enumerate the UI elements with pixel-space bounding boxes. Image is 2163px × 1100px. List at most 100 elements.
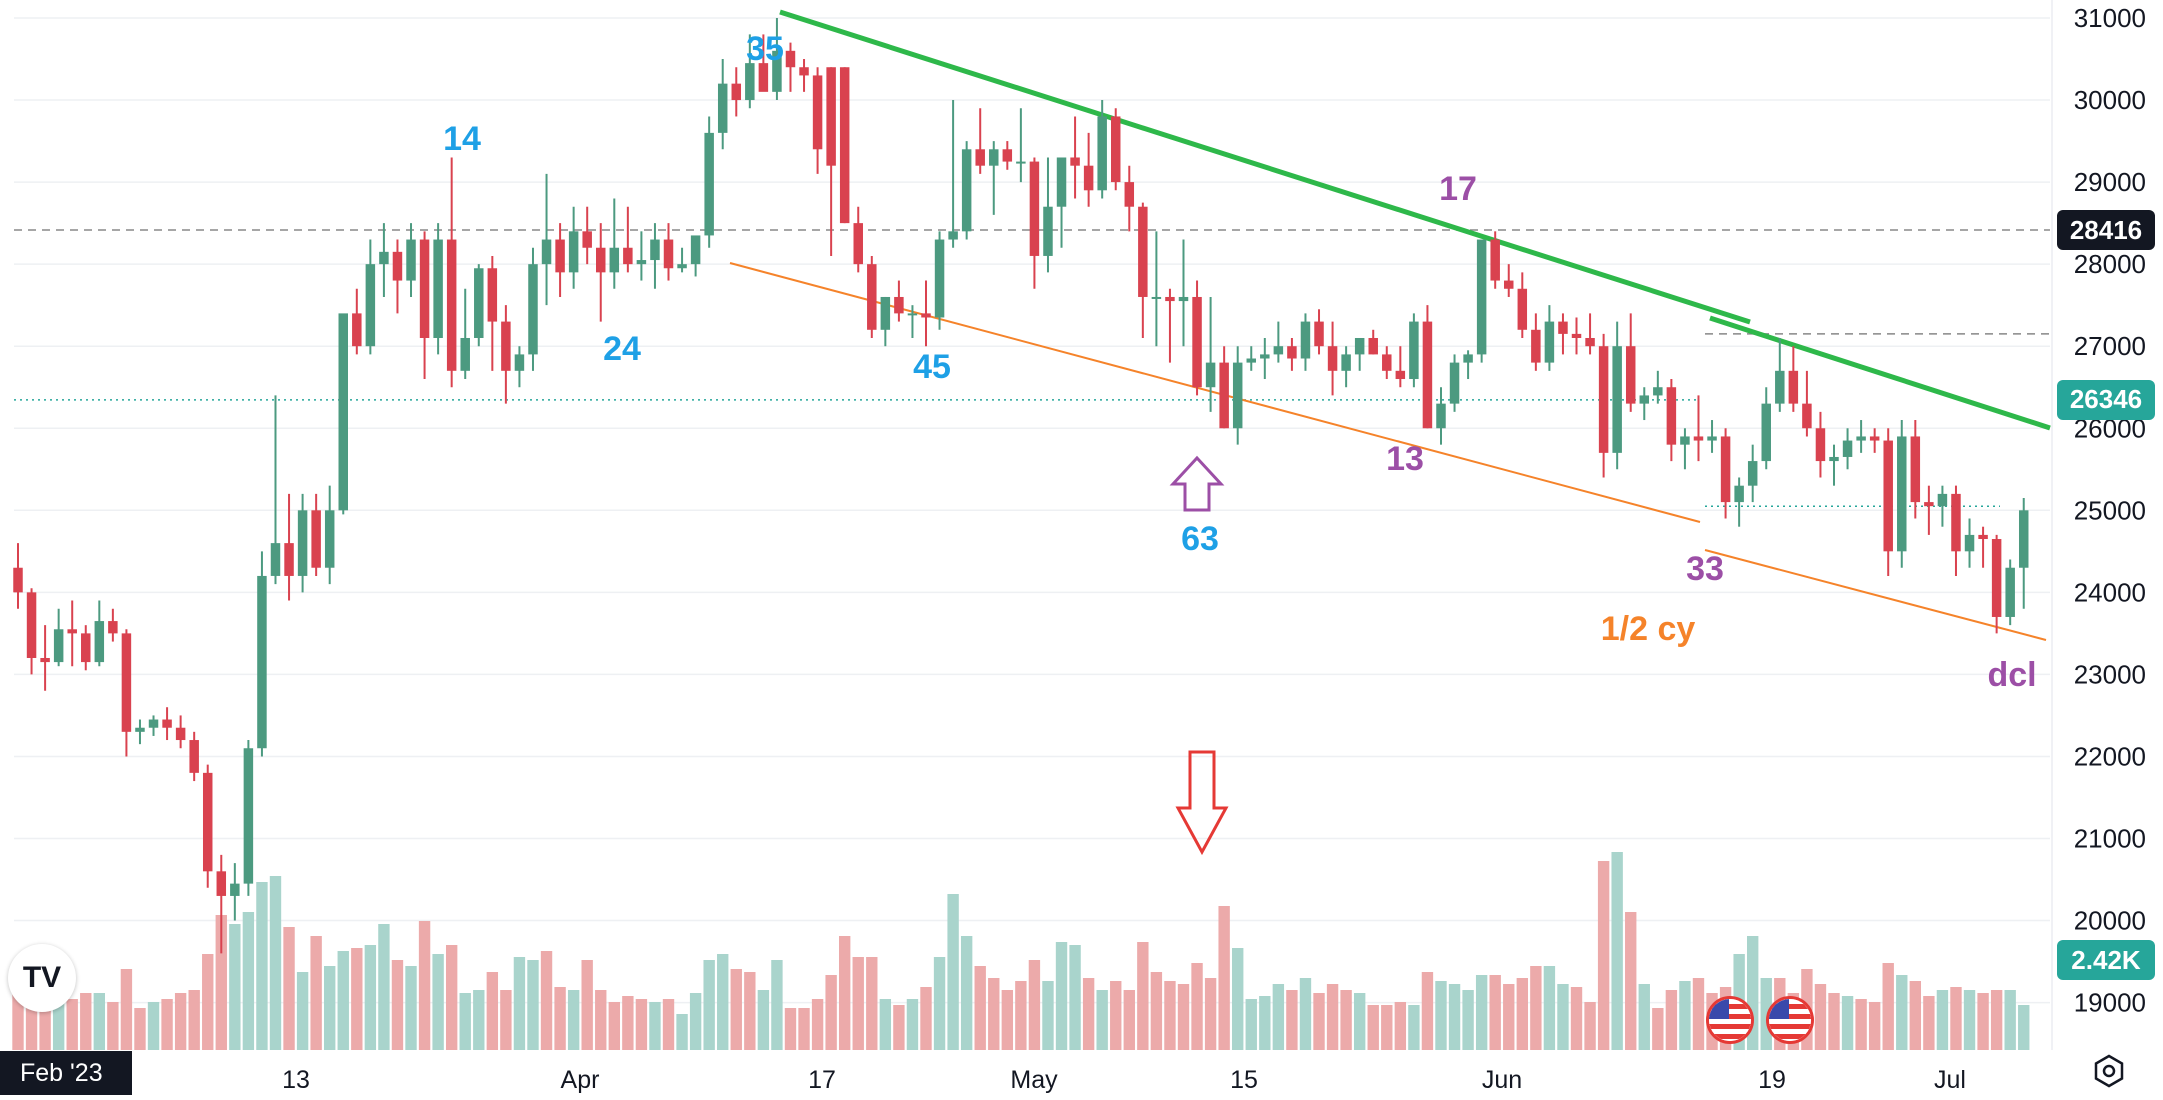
candle — [880, 296, 891, 347]
candle — [1842, 428, 1853, 470]
volume-bar — [1353, 993, 1366, 1050]
price-tick-label: 28000 — [2074, 249, 2146, 279]
volume-bar — [1286, 990, 1298, 1050]
volume-bar — [25, 1005, 38, 1050]
volume-bar — [1096, 990, 1108, 1050]
candle — [67, 600, 77, 667]
volume-axis-tag: 2.42K — [2057, 940, 2155, 980]
volume-bar — [1408, 1005, 1420, 1050]
candle — [1260, 337, 1270, 380]
candle — [487, 255, 498, 371]
candle — [1897, 420, 1907, 568]
volume-bar — [866, 957, 878, 1050]
volume-bar — [188, 990, 200, 1050]
volume-bar — [960, 936, 973, 1050]
downtrend-line — [779, 9, 1751, 325]
volume-bar — [324, 966, 336, 1050]
candle — [148, 715, 159, 736]
candle — [1625, 313, 1636, 412]
candle — [623, 206, 633, 273]
volume-bar — [1475, 975, 1488, 1050]
candle — [1138, 202, 1148, 338]
candle — [961, 141, 972, 240]
candle — [1422, 305, 1433, 429]
candle — [921, 280, 931, 347]
volume-bar — [1299, 978, 1312, 1050]
price-tick-label: 27000 — [2074, 331, 2146, 361]
cycle-label: dcl — [1987, 656, 2036, 694]
candle — [1043, 157, 1053, 273]
volume-bar — [39, 1005, 51, 1050]
candle — [1693, 395, 1704, 462]
time-tick-label: Jun — [1482, 1066, 1522, 1094]
candle — [1056, 157, 1067, 248]
volume-bar — [635, 999, 648, 1050]
volume-bar — [1001, 990, 1014, 1050]
price-tick-label: 19000 — [2074, 988, 2146, 1018]
volume-bar — [215, 915, 227, 1050]
candle — [1802, 370, 1812, 437]
candle — [528, 247, 538, 371]
settings-icon[interactable] — [2089, 1051, 2129, 1091]
volume-bar — [1841, 996, 1854, 1050]
candle — [338, 313, 348, 515]
logo-text: TV — [22, 961, 62, 994]
volume-bar — [1204, 978, 1217, 1050]
cycle-label: 24 — [603, 330, 641, 368]
candle — [1070, 116, 1080, 199]
us-flag-icon[interactable] — [1706, 996, 1754, 1044]
candle — [379, 223, 389, 297]
candle — [1029, 157, 1040, 289]
volume-bar — [567, 990, 580, 1050]
volume-bar — [473, 990, 485, 1050]
candle — [839, 67, 850, 224]
candle — [989, 141, 999, 215]
candle — [216, 854, 227, 954]
time-axis: 13 Apr 17 May 15 Jun 19 Jul — [282, 1066, 1966, 1094]
cycle-label: 1/2 cy — [1601, 610, 1696, 648]
candle — [175, 715, 186, 749]
time-tick-label: May — [1010, 1066, 1058, 1094]
candle — [568, 206, 579, 289]
candle — [1720, 428, 1731, 519]
settings-gear — [2094, 1054, 2124, 1088]
volume-bar — [933, 957, 946, 1050]
us-flag-icon[interactable] — [1766, 996, 1814, 1044]
volume-bar — [1259, 996, 1271, 1050]
volume-bar — [1462, 990, 1474, 1050]
candle — [1341, 346, 1351, 388]
candle — [1395, 346, 1406, 388]
candle — [460, 288, 470, 380]
volume-bar — [66, 999, 78, 1050]
volume-bar — [202, 954, 214, 1050]
candle — [758, 34, 769, 92]
price-level-lines — [14, 229, 2050, 507]
volume-bar — [1896, 975, 1908, 1050]
time-tick-label: Jul — [1934, 1066, 1966, 1094]
volume-bar — [1746, 936, 1759, 1050]
volume-bar — [1394, 1002, 1407, 1050]
volume-bar — [608, 1002, 620, 1050]
tradingview-logo-icon[interactable]: TV — [8, 944, 76, 1012]
candle — [1273, 321, 1284, 363]
candle — [1544, 305, 1555, 371]
volume-bar — [622, 996, 634, 1050]
volume-bar — [12, 993, 24, 1050]
price-tick-label: 22000 — [2074, 741, 2146, 771]
volume-bar — [744, 972, 756, 1050]
volume-bar — [1421, 972, 1434, 1050]
volume-bar — [811, 999, 824, 1050]
candle — [799, 59, 809, 92]
candlesticks — [13, 18, 2029, 954]
candle — [1680, 428, 1690, 470]
candle — [1910, 420, 1921, 519]
candle — [1978, 526, 1988, 568]
candle — [433, 223, 443, 355]
volume-bar — [52, 1002, 65, 1050]
volume-bar — [1557, 984, 1569, 1050]
candle — [1504, 264, 1514, 297]
candle — [108, 608, 118, 642]
volume-bar — [161, 999, 173, 1050]
